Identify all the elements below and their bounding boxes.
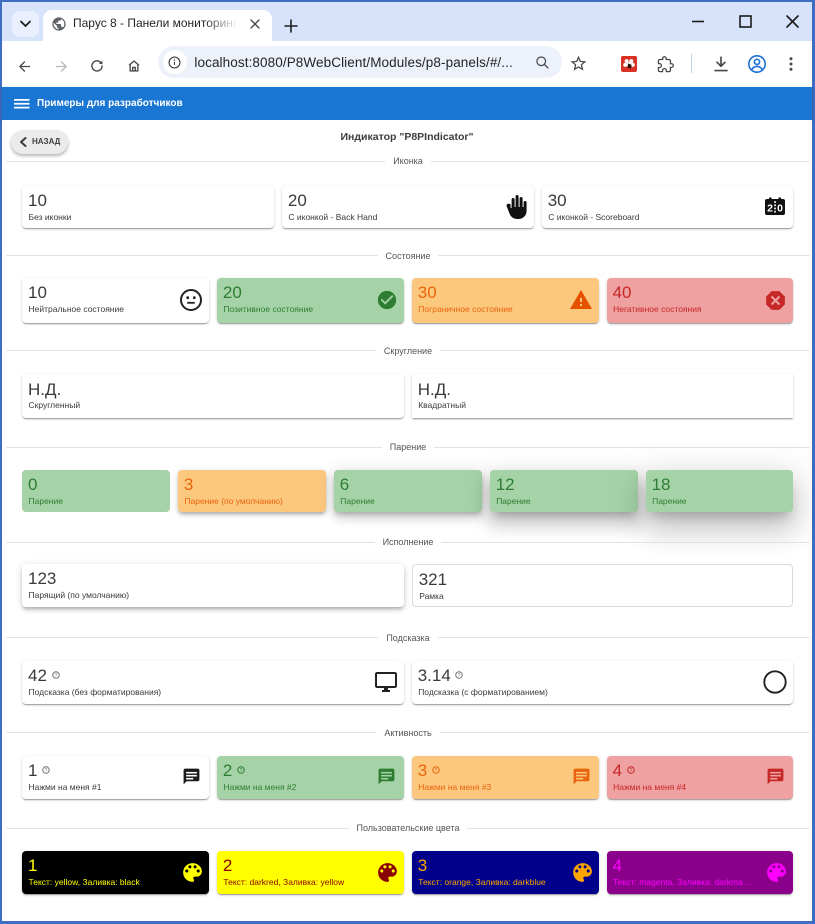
svg-text:0: 0 [778, 202, 784, 214]
svg-text:?: ? [457, 673, 460, 679]
svg-text:?: ? [55, 673, 58, 679]
svg-text:?: ? [434, 768, 437, 774]
svg-text:?: ? [629, 768, 632, 774]
svg-text:2: 2 [768, 202, 774, 214]
svg-text:?: ? [240, 768, 243, 774]
svg-text:?: ? [45, 768, 48, 774]
